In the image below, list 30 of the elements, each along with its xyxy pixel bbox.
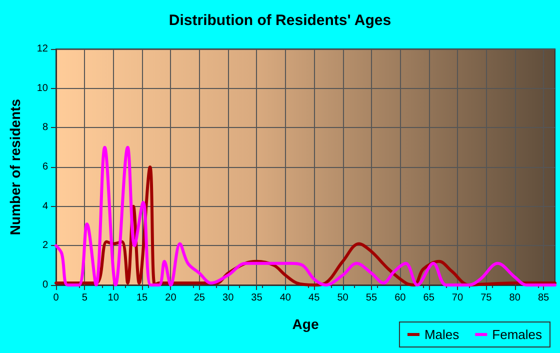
y-tick-label: 6 [42,162,48,172]
x-tick-label: 85 [538,292,550,304]
y-tick-label: 8 [42,122,48,134]
x-tick-label: 0 [53,292,60,304]
legend-label: Females [492,327,542,342]
x-tick-label: 35 [251,292,263,304]
x-tick-label: 70 [452,292,464,304]
y-axis-title: Number of residents [7,98,23,236]
x-tick-label: 55 [366,292,378,304]
x-tick-label: 60 [394,292,406,304]
legend-label: Males [424,327,460,342]
x-tick-label: 50 [337,292,349,304]
x-tick-label: 30 [222,292,234,304]
y-tick-label: 10 [36,82,48,94]
x-tick-label: 45 [308,292,320,304]
x-tick-label: 75 [480,292,492,304]
x-tick-label: 5 [82,292,88,304]
x-tick-label: 65 [423,292,435,304]
y-tick-label: 4 [42,200,48,212]
y-tick-label: 0 [42,280,48,290]
x-axis-title: Age [292,316,319,332]
x-tick-label: 80 [509,292,521,304]
x-tick-label: 25 [194,292,206,304]
y-tick-label: 12 [36,44,48,54]
x-tick-label: 15 [136,292,148,304]
x-tick-label: 40 [280,292,292,304]
y-tick-label: 2 [42,240,48,252]
x-tick-label: 20 [165,292,177,304]
chart-title: Distribution of Residents' Ages [168,12,392,29]
x-tick-label: 10 [108,292,120,304]
